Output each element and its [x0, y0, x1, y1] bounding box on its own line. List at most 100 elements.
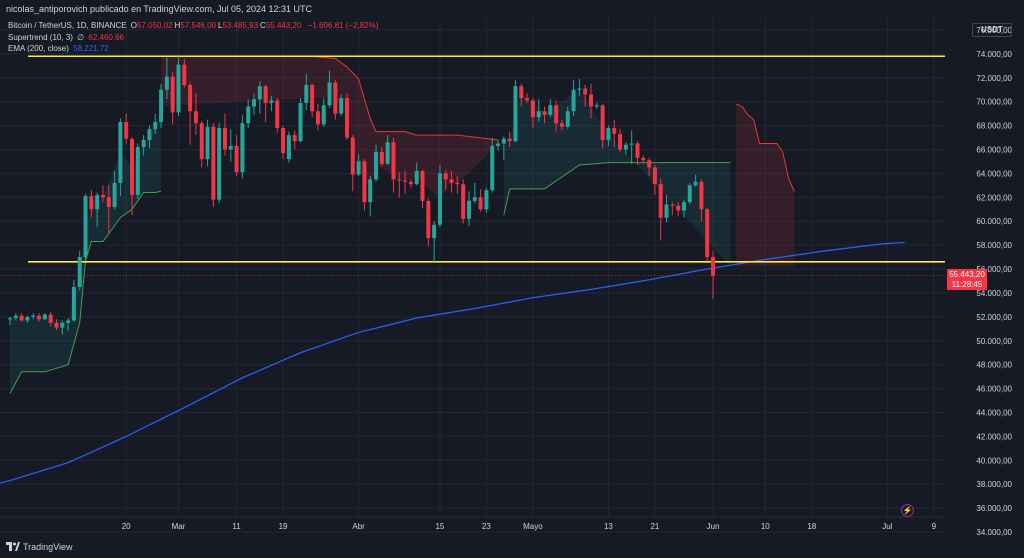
- candle-body: [379, 151, 384, 164]
- candle-body: [124, 122, 129, 139]
- y-tick-label: 58.000,00: [976, 241, 1012, 250]
- supertrend-bull-fill: [503, 89, 731, 267]
- legend-change: −1.606,81 (−2,82%): [307, 21, 379, 30]
- candle-body: [25, 316, 30, 321]
- legend-symbol: Bitcoin / TetherUS, 1D, BINANCE: [8, 21, 127, 30]
- candle-body: [135, 147, 140, 195]
- supertrend-bear-fill: [736, 104, 795, 267]
- candle-body: [664, 204, 669, 218]
- candle-body: [501, 138, 506, 144]
- supertrend-bear-fill: [161, 56, 498, 200]
- candle-body: [589, 94, 593, 107]
- candle-body: [118, 122, 123, 183]
- legend-ema-label: EMA (200, close): [8, 44, 69, 53]
- candle-body: [623, 144, 628, 150]
- candle-body: [368, 179, 373, 203]
- supertrend-bull-line: [503, 162, 731, 216]
- candle-body: [629, 143, 634, 145]
- candle-body: [356, 161, 361, 175]
- candle-body: [310, 84, 315, 112]
- y-tick-label: 34.000,00: [976, 528, 1012, 537]
- candle-body: [600, 105, 605, 140]
- x-tick-label: Mayo: [523, 522, 543, 531]
- logo-text: TradingView: [23, 542, 73, 552]
- candle-body: [705, 209, 710, 258]
- tradingview-icon: [6, 542, 20, 551]
- candle-body: [321, 105, 326, 125]
- legend-ohlc: O57.050,02 H57.546,00 L53.485,93 C55.443,20: [131, 21, 304, 30]
- candle-body: [275, 100, 280, 128]
- candle-body: [234, 145, 239, 173]
- candle-body: [385, 142, 390, 164]
- candle-body: [397, 179, 402, 181]
- candle-body: [83, 196, 88, 258]
- y-tick-label: 62.000,00: [976, 193, 1012, 202]
- candle-body: [652, 167, 657, 185]
- ema-200-line: [0, 241, 905, 484]
- y-tick-label: 48.000,00: [976, 361, 1012, 370]
- candle-body: [89, 196, 94, 210]
- candle-body: [315, 111, 320, 125]
- candle-body: [635, 143, 640, 158]
- candle-body: [449, 179, 454, 183]
- legend-ema-value: 58.221,72: [73, 44, 109, 53]
- legend-ohlc-value: 53.485,93: [222, 21, 259, 30]
- candle-body: [263, 86, 268, 103]
- x-tick-label: 15: [435, 522, 444, 531]
- candle-body: [513, 86, 518, 142]
- candle-body: [147, 129, 152, 140]
- candle-body: [106, 197, 111, 207]
- lightning-icon[interactable]: ⚡: [901, 504, 914, 517]
- x-tick-label: 13: [604, 522, 613, 531]
- candle-body: [141, 139, 146, 148]
- candle-body: [408, 181, 413, 185]
- tradingview-logo[interactable]: TradingView: [6, 542, 73, 552]
- candle-body: [693, 181, 698, 186]
- candle-body: [8, 318, 12, 320]
- x-tick-label: Jul: [882, 522, 892, 531]
- candle-body: [333, 82, 338, 114]
- candle-body: [525, 98, 530, 101]
- candle-body: [130, 138, 135, 195]
- candle-body: [170, 76, 175, 113]
- legend-ohlc-label: H: [174, 21, 181, 30]
- candle-body: [565, 111, 570, 127]
- y-tick-label: 36.000,00: [976, 504, 1012, 513]
- candle-body: [542, 111, 547, 115]
- candle-body: [362, 161, 367, 203]
- candle-body: [339, 98, 344, 114]
- y-tick-label: 70.000,00: [976, 98, 1012, 107]
- candle-body: [466, 200, 471, 219]
- last-price-tag: 55.443,20 11:28:45: [947, 269, 987, 290]
- candle-body: [153, 122, 158, 130]
- candle-body: [228, 145, 233, 150]
- candle-body: [681, 202, 686, 211]
- candle-body: [164, 76, 169, 90]
- candle-body: [641, 157, 646, 161]
- candle-body: [426, 200, 431, 238]
- candle-body: [571, 89, 576, 112]
- price-chart[interactable]: 34.000,00 36.000,00 38.000,00 40.000,00 42.0…: [0, 18, 1024, 538]
- x-tick-label: 10: [761, 522, 770, 531]
- candle-body: [37, 315, 42, 320]
- candle-body: [31, 315, 36, 317]
- candle-body: [286, 135, 291, 160]
- candle-body: [217, 127, 222, 200]
- candle-body: [281, 127, 286, 154]
- candle-body: [670, 204, 675, 206]
- x-tick-label: 21: [650, 522, 659, 531]
- currency-unit-button[interactable]: USDT: [972, 23, 1012, 37]
- candle-body: [536, 111, 541, 118]
- x-tick-label: 23: [482, 522, 491, 531]
- y-tick-label: 46.000,00: [976, 385, 1012, 394]
- candle-body: [246, 106, 251, 124]
- candle-body: [612, 127, 617, 134]
- candle-body: [95, 194, 100, 210]
- candle-body: [687, 185, 692, 203]
- y-tick-label: 64.000,00: [976, 169, 1012, 178]
- legend-ohlc-label: L: [218, 21, 223, 30]
- legend-ohlc-value: 55.443,20: [265, 21, 302, 30]
- x-tick-label: Mar: [172, 522, 186, 531]
- candle-body: [222, 127, 227, 150]
- y-tick-label: 76.000,00: [976, 26, 1012, 35]
